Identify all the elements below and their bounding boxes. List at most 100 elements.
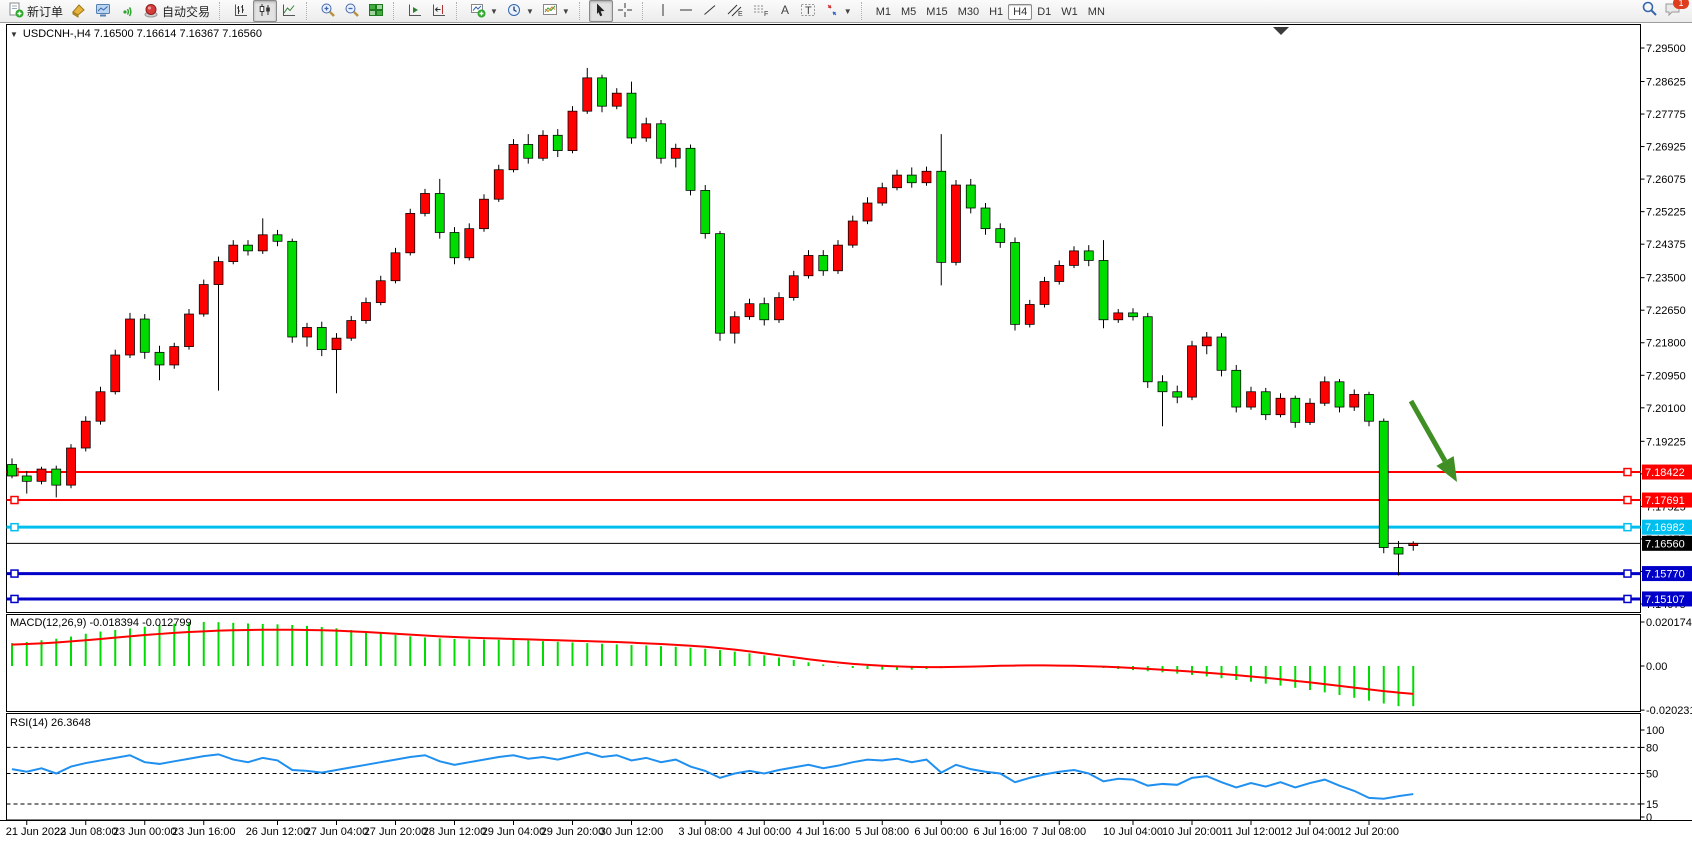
svg-text:12 Jul 04:00: 12 Jul 04:00	[1280, 826, 1340, 838]
toolbar-separator	[641, 2, 649, 20]
svg-text:7 Jul 08:00: 7 Jul 08:00	[1032, 826, 1086, 838]
timeframe-D1[interactable]: D1	[1037, 6, 1052, 18]
new-order-button[interactable]: 新订单	[4, 0, 67, 22]
publisher-icon	[71, 2, 87, 21]
svg-text:E: E	[738, 11, 743, 18]
svg-text:10 Jul 20:00: 10 Jul 20:00	[1162, 826, 1222, 838]
periods-button[interactable]: ▼	[502, 0, 538, 22]
svg-text:7.26075: 7.26075	[1646, 174, 1686, 186]
svg-text:7.16982: 7.16982	[1645, 522, 1685, 534]
svg-text:7.19225: 7.19225	[1646, 436, 1686, 448]
tile-windows-button[interactable]	[364, 0, 388, 22]
svg-text:22 Jun 08:00: 22 Jun 08:00	[54, 826, 118, 838]
timeframe-H4[interactable]: H4	[1008, 4, 1033, 20]
auto-scroll-button[interactable]	[403, 0, 427, 22]
metaeditor-button[interactable]	[91, 0, 115, 22]
svg-text:29 Jun 20:00: 29 Jun 20:00	[541, 826, 605, 838]
signals-icon	[119, 2, 135, 21]
arrows-icon	[824, 2, 840, 21]
timeframe-M5[interactable]: M5	[901, 6, 917, 18]
svg-text:7.20100: 7.20100	[1646, 403, 1686, 415]
new-order-label: 新订单	[27, 4, 64, 19]
toolbar-separator	[393, 2, 400, 20]
vertical-line-icon	[656, 2, 670, 21]
horizontal-line-button[interactable]	[674, 0, 698, 22]
svg-text:11 Jul 12:00: 11 Jul 12:00	[1221, 826, 1280, 838]
indicators-button[interactable]: ▼	[466, 0, 502, 22]
svg-text:29 Jun 04:00: 29 Jun 04:00	[482, 826, 546, 838]
svg-text:7.20950: 7.20950	[1646, 370, 1686, 382]
chart-shift-icon	[431, 2, 447, 21]
new-order-icon	[8, 2, 24, 21]
bar-chart-icon	[233, 2, 249, 21]
auto-scroll-icon	[407, 2, 423, 21]
svg-text:27 Jun 04:00: 27 Jun 04:00	[305, 826, 369, 838]
notification-badge: 1	[1673, 0, 1689, 9]
zoom-in-icon	[320, 2, 336, 21]
search-icon[interactable]	[1641, 0, 1658, 22]
svg-text:7.17691: 7.17691	[1645, 495, 1685, 507]
equidistant-channel-button[interactable]: E	[722, 0, 748, 22]
svg-text:21 Jun 2023: 21 Jun 2023	[6, 826, 67, 838]
svg-text:7.23500: 7.23500	[1646, 273, 1686, 285]
price-chart[interactable]: 7.29500 7.28625 7.27775 7.26925 7.26075 7.252…	[0, 23, 1692, 846]
svg-text:F: F	[764, 11, 768, 18]
vertical-line-button[interactable]	[652, 0, 674, 22]
svg-text:0.020174: 0.020174	[1646, 617, 1692, 629]
indicators-icon	[470, 2, 486, 21]
line-chart-button[interactable]	[277, 0, 301, 22]
timeframe-M30[interactable]: M30	[957, 6, 980, 18]
publisher-button[interactable]	[67, 0, 91, 22]
toolbar-separator	[306, 2, 313, 20]
autotrading-button[interactable]: 自动交易	[139, 0, 214, 22]
text-label-button[interactable]: T	[796, 0, 820, 22]
timeframe-M15[interactable]: M15	[926, 6, 948, 18]
timeframe-MN[interactable]: MN	[1087, 6, 1105, 18]
cursor-button[interactable]	[588, 0, 613, 22]
timeframe-W1[interactable]: W1	[1061, 6, 1078, 18]
svg-text:10 Jul 04:00: 10 Jul 04:00	[1103, 826, 1163, 838]
svg-text:7.15107: 7.15107	[1645, 594, 1685, 606]
templates-button[interactable]: ▼	[538, 0, 574, 22]
signals-button[interactable]	[115, 0, 139, 22]
autotrading-icon	[143, 2, 159, 21]
crosshair-button[interactable]	[613, 0, 637, 22]
svg-text:0: 0	[1646, 812, 1652, 824]
trendline-button[interactable]	[698, 0, 722, 22]
chevron-down-icon: ▼	[525, 6, 534, 16]
candlestick-chart-button[interactable]	[253, 0, 278, 22]
timeframe-group: M1 M5 M15 M30 H1 H4 D1 W1 MN	[871, 2, 1110, 20]
arrows-button[interactable]: ▼	[820, 0, 856, 22]
main-toolbar: 新订单 自动交易	[0, 0, 1692, 23]
text-label-icon: T	[800, 2, 816, 21]
svg-text:7.22650: 7.22650	[1646, 305, 1686, 317]
timeframe-H1[interactable]: H1	[989, 6, 1004, 18]
svg-text:7.21800: 7.21800	[1646, 338, 1686, 350]
svg-text:15: 15	[1646, 799, 1658, 811]
svg-text:4 Jul 00:00: 4 Jul 00:00	[737, 826, 791, 838]
svg-text:12 Jul 20:00: 12 Jul 20:00	[1339, 826, 1399, 838]
svg-text:6 Jul 16:00: 6 Jul 16:00	[973, 826, 1027, 838]
zoom-in-button[interactable]	[316, 0, 340, 22]
chart-shift-button[interactable]	[427, 0, 451, 22]
chat-icon[interactable]: 1	[1664, 0, 1689, 22]
svg-text:6 Jul 00:00: 6 Jul 00:00	[914, 826, 968, 838]
zoom-out-button[interactable]	[340, 0, 364, 22]
svg-text:5 Jul 08:00: 5 Jul 08:00	[855, 826, 909, 838]
svg-text:30 Jun 12:00: 30 Jun 12:00	[600, 826, 664, 838]
svg-text:4 Jul 16:00: 4 Jul 16:00	[796, 826, 850, 838]
svg-text:0.00: 0.00	[1646, 661, 1667, 673]
timeframe-M1[interactable]: M1	[875, 6, 891, 18]
svg-text:80: 80	[1646, 742, 1658, 754]
zoom-out-icon	[344, 2, 360, 21]
bar-chart-button[interactable]	[229, 0, 253, 22]
equidistant-channel-icon: E	[726, 2, 744, 21]
chevron-down-icon: ▼	[490, 6, 498, 16]
fibonacci-button[interactable]: F	[748, 0, 774, 22]
horizontal-line-icon	[678, 2, 694, 21]
svg-text:23 Jun 00:00: 23 Jun 00:00	[113, 826, 177, 838]
text-button[interactable]: A	[774, 0, 796, 22]
chart-window[interactable]: 7.29500 7.28625 7.27775 7.26925 7.26075 7.252…	[0, 23, 1692, 846]
candlestick-chart-icon	[257, 2, 273, 21]
metaeditor-icon	[95, 2, 111, 21]
